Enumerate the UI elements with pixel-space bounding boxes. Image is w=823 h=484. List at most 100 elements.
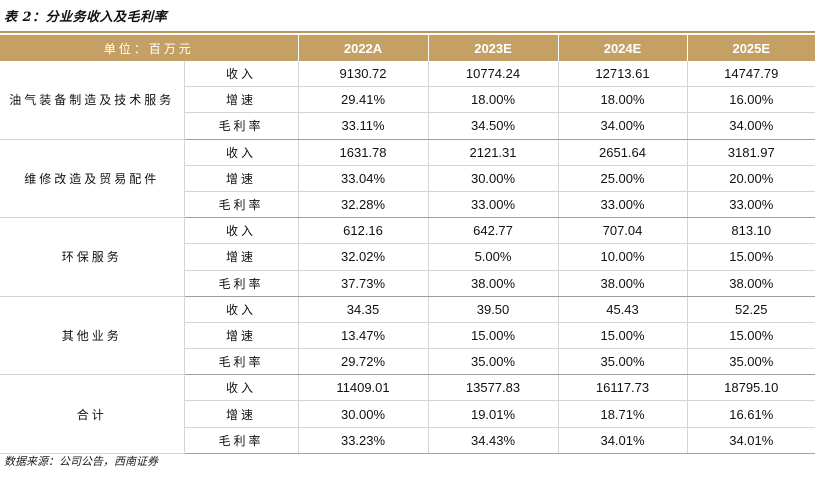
value-cell: 33.00%: [428, 191, 559, 219]
value-cell: 38.00%: [687, 270, 816, 297]
value-cell: 13577.83: [428, 374, 559, 402]
value-cell: 3181.97: [687, 139, 816, 166]
value-cell: 34.01%: [558, 427, 688, 454]
value-cell: 33.04%: [298, 165, 429, 192]
value-cell: 18795.10: [687, 374, 816, 402]
value-cell: 813.10: [687, 217, 816, 245]
table-row: 毛利率 32.28% 33.00% 33.00% 33.00%: [0, 191, 816, 219]
value-cell: 39.50: [428, 296, 559, 323]
metric-label: 毛利率: [184, 427, 299, 454]
value-cell: 10.00%: [558, 243, 688, 271]
value-cell: 16117.73: [558, 374, 688, 402]
value-cell: 612.16: [298, 217, 429, 245]
table-row: 毛利率 37.73% 38.00% 38.00% 38.00%: [0, 270, 816, 297]
metric-label: 毛利率: [184, 348, 299, 376]
value-cell: 15.00%: [428, 322, 559, 350]
value-cell: 20.00%: [687, 165, 816, 192]
header-row: 单位：百万元 2022A 2023E 2024E 2025E: [0, 35, 816, 61]
business-segment-name: 合计: [0, 374, 185, 454]
metric-label: 增速: [184, 86, 299, 114]
value-cell: 33.00%: [558, 191, 688, 219]
value-cell: 30.00%: [428, 165, 559, 192]
value-cell: 2121.31: [428, 139, 559, 166]
value-cell: 2651.64: [558, 139, 688, 166]
table-row: 其他业务 收入 34.35 39.50 45.43 52.25: [0, 296, 816, 376]
value-cell: 33.00%: [687, 191, 816, 219]
table-row: 维修改造及贸易配件 收入 1631.78 2121.31 2651.64 3181.97: [0, 139, 816, 219]
metric-label: 毛利率: [184, 191, 299, 219]
metric-label: 增速: [184, 322, 299, 350]
metric-label: 收入: [184, 217, 299, 245]
value-cell: 34.01%: [687, 427, 816, 454]
year-header: 2025E: [687, 35, 816, 61]
table-row: 毛利率 29.72% 35.00% 35.00% 35.00%: [0, 348, 816, 376]
value-cell: 25.00%: [558, 165, 688, 192]
value-cell: 32.02%: [298, 243, 429, 271]
metric-label: 毛利率: [184, 270, 299, 297]
value-cell: 9130.72: [298, 61, 429, 88]
business-revenue-table: 单位：百万元 2022A 2023E 2024E 2025E 油气装备制造及技术…: [0, 35, 816, 454]
value-cell: 35.00%: [428, 348, 559, 376]
metric-label: 增速: [184, 400, 299, 428]
value-cell: 34.43%: [428, 427, 559, 454]
value-cell: 34.00%: [558, 112, 688, 140]
value-cell: 18.00%: [558, 86, 688, 114]
value-cell: 1631.78: [298, 139, 429, 166]
value-cell: 33.11%: [298, 112, 429, 140]
table-row: 增速 29.41% 18.00% 18.00% 16.00%: [0, 86, 816, 114]
table-row: 增速 32.02% 5.00% 10.00% 15.00%: [0, 243, 816, 271]
year-header: 2023E: [428, 35, 559, 61]
value-cell: 33.23%: [298, 427, 429, 454]
business-segment-name: 环保服务: [0, 217, 185, 297]
table-row: 增速 30.00% 19.01% 18.71% 16.61%: [0, 400, 816, 428]
value-cell: 15.00%: [687, 322, 816, 350]
value-cell: 5.00%: [428, 243, 559, 271]
value-cell: 30.00%: [298, 400, 429, 428]
value-cell: 32.28%: [298, 191, 429, 219]
business-segment-name: 油气装备制造及技术服务: [0, 61, 185, 140]
value-cell: 19.01%: [428, 400, 559, 428]
year-header: 2024E: [558, 35, 688, 61]
value-cell: 34.50%: [428, 112, 559, 140]
table-row: 合计 收入 11409.01 13577.83 16117.73 18795.10: [0, 374, 816, 454]
value-cell: 52.25: [687, 296, 816, 323]
value-cell: 35.00%: [558, 348, 688, 376]
value-cell: 10774.24: [428, 61, 559, 88]
value-cell: 38.00%: [558, 270, 688, 297]
value-cell: 18.00%: [428, 86, 559, 114]
metric-label: 毛利率: [184, 112, 299, 140]
metric-label: 收入: [184, 296, 299, 323]
table-body: 油气装备制造及技术服务 收入 9130.72 10774.24 12713.61 1474…: [0, 61, 816, 454]
value-cell: 16.00%: [687, 86, 816, 114]
business-segment-name: 维修改造及贸易配件: [0, 139, 185, 219]
value-cell: 38.00%: [428, 270, 559, 297]
value-cell: 34.00%: [687, 112, 816, 140]
unit-header: 单位：百万元: [0, 35, 299, 61]
value-cell: 34.35: [298, 296, 429, 323]
metric-label: 增速: [184, 243, 299, 271]
table-row: 增速 33.04% 30.00% 25.00% 20.00%: [0, 165, 816, 192]
business-segment-name: 其他业务: [0, 296, 185, 376]
value-cell: 29.41%: [298, 86, 429, 114]
year-header: 2022A: [298, 35, 429, 61]
title-rule: [0, 31, 815, 33]
table-row: 油气装备制造及技术服务 收入 9130.72 10774.24 12713.61 1474…: [0, 61, 816, 140]
value-cell: 12713.61: [558, 61, 688, 88]
value-cell: 45.43: [558, 296, 688, 323]
table-row: 毛利率 33.23% 34.43% 34.01% 34.01%: [0, 427, 816, 454]
value-cell: 642.77: [428, 217, 559, 245]
table-row: 环保服务 收入 612.16 642.77 707.04 813.10: [0, 217, 816, 297]
value-cell: 29.72%: [298, 348, 429, 376]
metric-label: 收入: [184, 61, 299, 88]
value-cell: 37.73%: [298, 270, 429, 297]
metric-label: 增速: [184, 165, 299, 192]
value-cell: 15.00%: [558, 322, 688, 350]
value-cell: 35.00%: [687, 348, 816, 376]
value-cell: 707.04: [558, 217, 688, 245]
value-cell: 15.00%: [687, 243, 816, 271]
source-note: 数据来源：公司公告，西南证券: [4, 455, 158, 468]
value-cell: 14747.79: [687, 61, 816, 88]
value-cell: 16.61%: [687, 400, 816, 428]
metric-label: 收入: [184, 139, 299, 166]
value-cell: 11409.01: [298, 374, 429, 402]
